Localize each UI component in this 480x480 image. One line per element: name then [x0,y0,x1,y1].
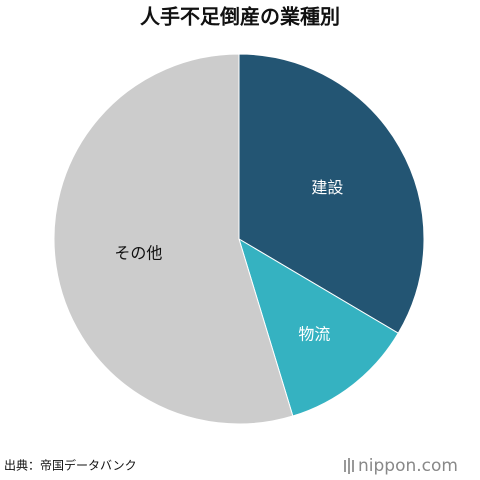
logo: nippon.com [358,456,458,476]
chart-title: 人手不足倒産の業種別 [140,5,340,29]
pie-slice [53,53,294,425]
source: 出典：帝国データバンク [4,458,137,473]
pie-slice [238,237,399,417]
slice-label: 物流 [298,325,330,344]
pie-slice [238,53,425,334]
slice-label: 建設 [311,178,343,197]
logo-icon [344,458,354,474]
slice-label: その他 [114,243,162,262]
